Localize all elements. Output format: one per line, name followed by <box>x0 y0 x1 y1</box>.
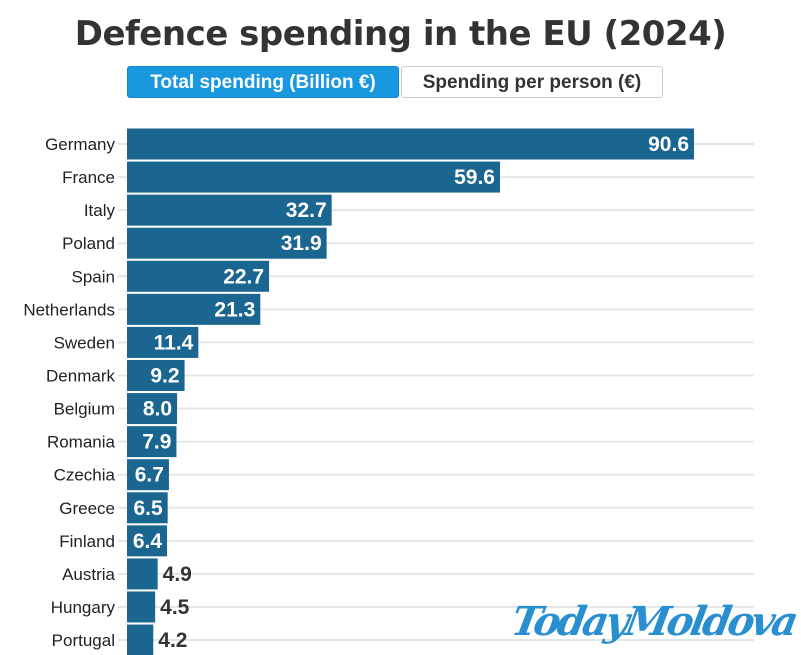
category-label: Finland <box>59 532 115 551</box>
per-person-button[interactable]: Spending per person (€) <box>401 66 663 98</box>
data-label: 8.0 <box>143 398 172 421</box>
category-label: Netherlands <box>23 300 115 319</box>
data-label: 4.5 <box>160 596 190 619</box>
data-label: 6.5 <box>133 497 163 520</box>
data-label: 31.9 <box>281 232 322 255</box>
bar-spain[interactable] <box>127 260 270 292</box>
category-label: Austria <box>62 565 115 584</box>
bar-austria[interactable] <box>127 558 158 590</box>
data-label: 21.3 <box>214 298 255 321</box>
category-label: Greece <box>59 499 115 518</box>
data-label: 4.2 <box>158 629 187 652</box>
bar-netherlands[interactable] <box>127 293 261 325</box>
category-label: Italy <box>84 201 116 220</box>
data-label: 90.6 <box>648 133 689 156</box>
category-label: France <box>62 168 115 187</box>
category-label: Germany <box>45 135 115 154</box>
bar-denmark[interactable] <box>127 359 185 391</box>
data-label: 6.7 <box>135 464 164 487</box>
bar-portugal[interactable] <box>127 624 154 655</box>
bar-hungary[interactable] <box>127 591 156 623</box>
metric-toggle: Total spending (Billion €) Spending per … <box>127 66 663 98</box>
bar-czechia[interactable] <box>127 459 169 491</box>
data-label: 22.7 <box>223 265 264 288</box>
category-label: Czechia <box>54 466 116 485</box>
data-label: 59.6 <box>454 166 495 189</box>
category-label: Hungary <box>51 598 116 617</box>
bar-poland[interactable] <box>127 227 327 259</box>
bar-belgium[interactable] <box>127 393 178 425</box>
chart-title: Defence spending in the EU (2024) <box>74 14 727 54</box>
bar-france[interactable] <box>127 161 500 193</box>
data-label: 6.4 <box>133 530 163 553</box>
data-label: 4.9 <box>163 563 192 586</box>
data-label: 9.2 <box>150 364 179 387</box>
category-label: Spain <box>72 267 115 286</box>
data-label: 7.9 <box>142 431 171 454</box>
category-label: Belgium <box>54 400 115 419</box>
data-label: 11.4 <box>154 331 194 354</box>
bar-finland[interactable] <box>127 525 168 557</box>
category-label: Denmark <box>46 366 115 385</box>
category-label: Romania <box>47 433 116 452</box>
bar-italy[interactable] <box>127 194 332 226</box>
category-label: Poland <box>62 234 115 253</box>
category-label: Portugal <box>52 631 115 650</box>
category-label: Sweden <box>54 333 115 352</box>
total-spending-button[interactable]: Total spending (Billion €) <box>127 66 399 98</box>
data-label: 32.7 <box>286 199 327 222</box>
bar-greece[interactable] <box>127 492 168 524</box>
bar-germany[interactable] <box>127 128 694 160</box>
watermark-logo: TodayMoldova <box>507 598 800 645</box>
bar-romania[interactable] <box>127 426 177 458</box>
bar-sweden[interactable] <box>127 326 199 358</box>
